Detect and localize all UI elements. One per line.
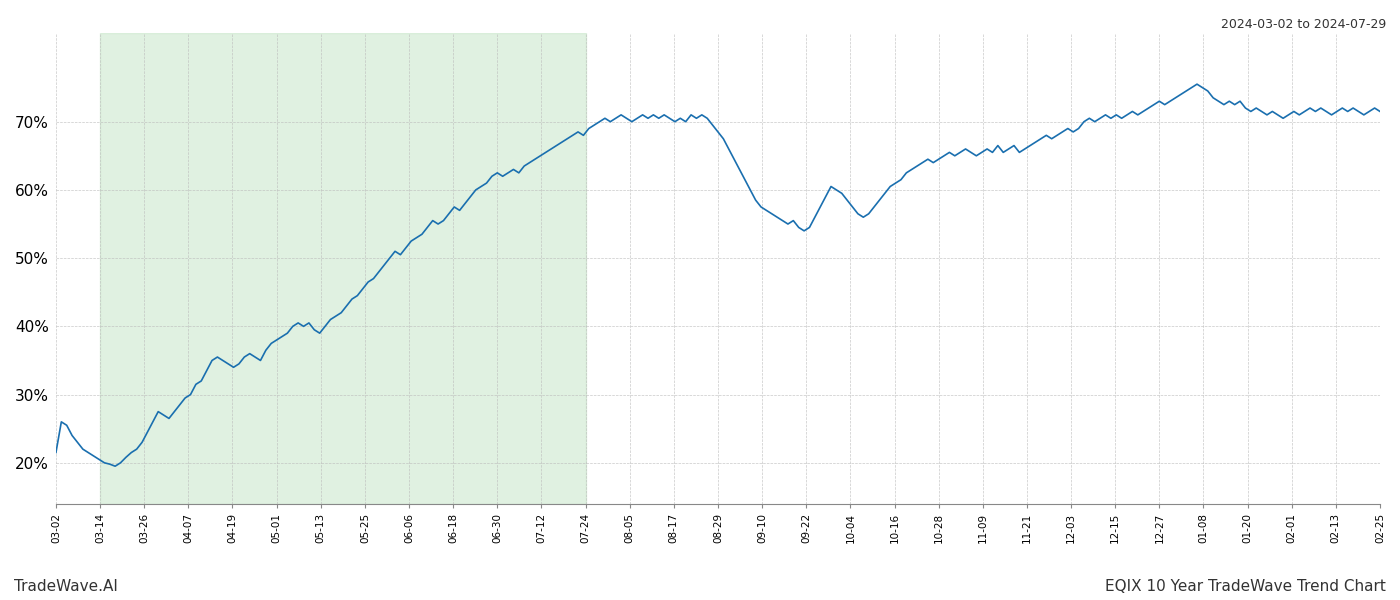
Bar [99,33,585,504]
Text: TradeWave.AI: TradeWave.AI [14,579,118,594]
Text: 2024-03-02 to 2024-07-29: 2024-03-02 to 2024-07-29 [1221,18,1386,31]
Text: EQIX 10 Year TradeWave Trend Chart: EQIX 10 Year TradeWave Trend Chart [1105,579,1386,594]
